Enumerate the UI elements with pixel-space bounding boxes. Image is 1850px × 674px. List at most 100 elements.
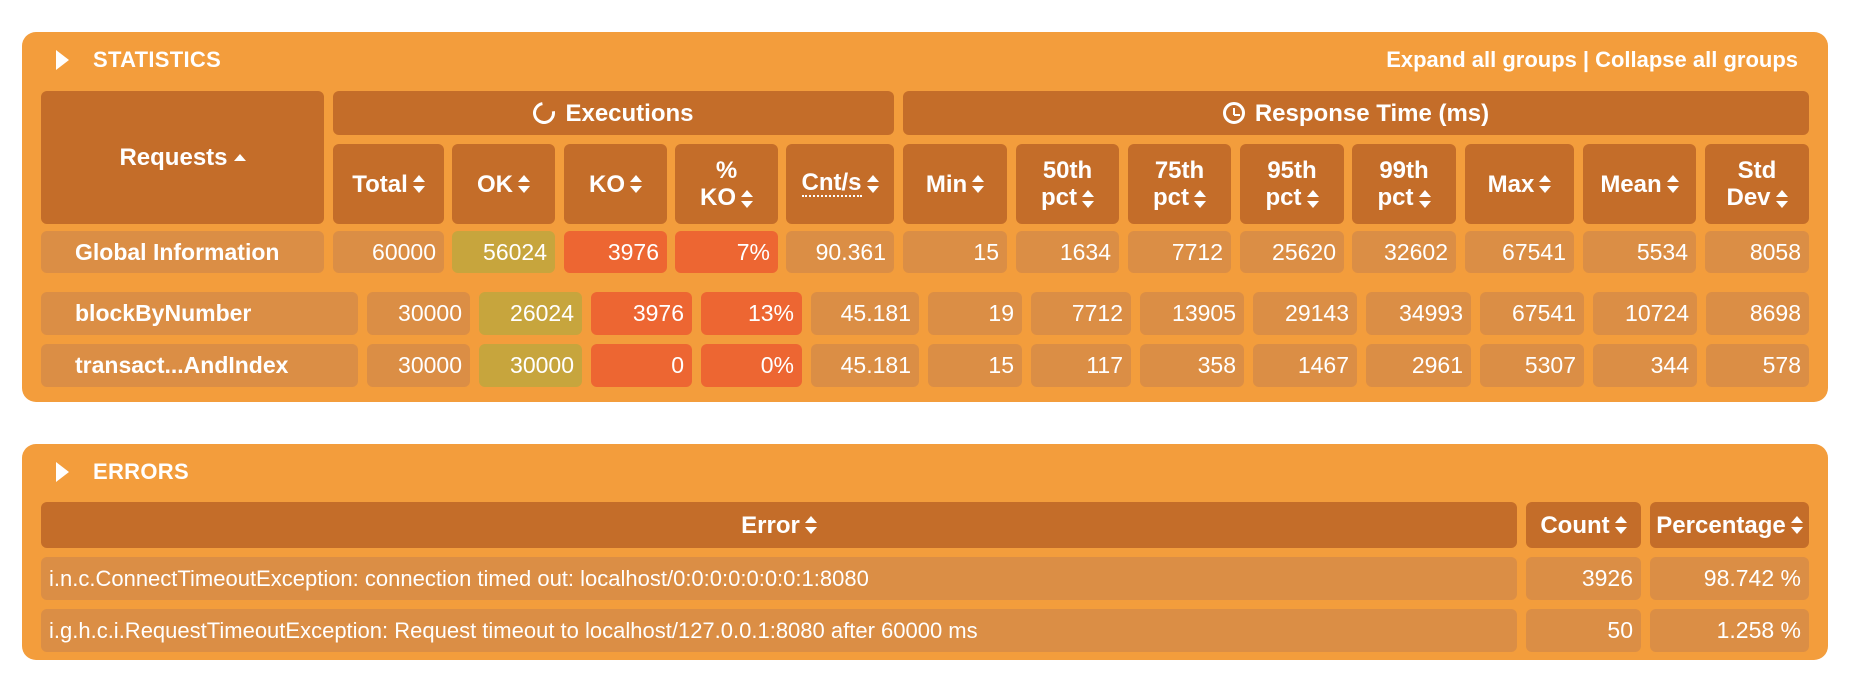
percentage-header-label: Percentage: [1656, 511, 1786, 539]
sort-arrows-icon: [804, 516, 817, 534]
p99-header-line1: 99th: [1379, 157, 1429, 184]
executions-header-label: Executions: [565, 99, 694, 127]
column-header-count[interactable]: Count: [1526, 502, 1641, 548]
column-header-percentage[interactable]: Percentage: [1650, 502, 1809, 548]
ko-header-label: KO: [589, 170, 625, 198]
column-header-p50[interactable]: 50th pct: [1016, 144, 1119, 224]
error-message: i.g.h.c.i.RequestTimeoutException: Reque…: [41, 609, 1517, 652]
column-header-p95[interactable]: 95th pct: [1240, 144, 1344, 224]
column-header-ok[interactable]: OK: [452, 144, 555, 224]
triangle-right-icon[interactable]: [56, 50, 69, 70]
cell-p99: 2961: [1366, 344, 1471, 387]
max-header-label: Max: [1487, 170, 1535, 198]
cell-total: 60000: [333, 231, 444, 273]
column-header-total[interactable]: Total: [333, 144, 444, 224]
cell-ok: 26024: [479, 292, 582, 335]
cell-min: 15: [903, 231, 1007, 273]
links-separator: |: [1582, 47, 1590, 72]
error-header-label: Error: [741, 511, 800, 539]
requests-header[interactable]: Requests: [41, 91, 324, 224]
column-header-std-dev[interactable]: Std Dev: [1705, 144, 1809, 224]
sort-arrows-icon: [1418, 189, 1431, 208]
row-name: Global Information: [41, 231, 324, 273]
p95-header-line1: 95th: [1267, 157, 1317, 184]
sort-arrows-icon: [1539, 175, 1552, 193]
cell-p95: 1467: [1253, 344, 1357, 387]
cell-total: 30000: [367, 292, 470, 335]
cell-ko: 3976: [591, 292, 692, 335]
cell-min: 15: [928, 344, 1022, 387]
column-header-p75[interactable]: 75th pct: [1128, 144, 1231, 224]
cell-cnt-s: 45.181: [811, 292, 919, 335]
error-count: 50: [1526, 609, 1641, 652]
errors-title: ERRORS: [93, 459, 189, 484]
cell-std-dev: 578: [1706, 344, 1809, 387]
refresh-icon: [529, 97, 560, 129]
sort-arrows-icon: [1790, 516, 1803, 534]
response-time-header-label: Response Time (ms): [1254, 99, 1490, 127]
p99-header-line2: pct: [1377, 184, 1414, 211]
column-header-ko[interactable]: KO: [564, 144, 667, 224]
cell-max: 67541: [1480, 292, 1584, 335]
requests-header-label: Requests: [119, 144, 228, 171]
p95-header-line2: pct: [1265, 184, 1302, 211]
column-header-min[interactable]: Min: [903, 144, 1007, 224]
sort-up-icon: [233, 154, 246, 161]
sort-arrows-icon: [1082, 189, 1094, 208]
column-header-error[interactable]: Error: [41, 502, 1517, 548]
column-header-cnt-s[interactable]: Cnt/s: [786, 144, 894, 224]
cell-p75: 7712: [1128, 231, 1231, 273]
statistics-title: STATISTICS: [93, 47, 222, 72]
cell-ok: 56024: [452, 231, 555, 273]
column-header-max[interactable]: Max: [1465, 144, 1574, 224]
cell-mean: 344: [1593, 344, 1697, 387]
p75-header-line1: 75th: [1154, 157, 1205, 184]
error-count: 3926: [1526, 557, 1641, 600]
pct-ko-header-line1: %: [715, 157, 738, 184]
cell-total: 30000: [367, 344, 470, 387]
triangle-right-icon[interactable]: [56, 462, 69, 482]
sort-arrows-icon: [1306, 189, 1319, 208]
cell-std-dev: 8058: [1705, 231, 1809, 273]
p75-header-line2: pct: [1153, 184, 1189, 211]
group-controls: Expand all groups | Collapse all groups: [1386, 42, 1798, 78]
cell-p99: 32602: [1352, 231, 1456, 273]
cnt-s-header-label: Cnt/s: [801, 169, 862, 197]
cell-max: 5307: [1480, 344, 1584, 387]
statistics-toggle[interactable]: STATISTICS: [56, 42, 221, 78]
cell-p95: 25620: [1240, 231, 1344, 273]
mean-header-label: Mean: [1600, 170, 1662, 198]
sort-arrows-icon: [1614, 516, 1627, 534]
min-header-label: Min: [925, 170, 968, 198]
cell-min: 19: [928, 292, 1022, 335]
std-header-line2: Dev: [1726, 184, 1771, 211]
sort-arrows-icon: [972, 175, 985, 193]
cell-ko: 0: [591, 344, 692, 387]
statistics-panel: STATISTICS Expand all groups | Collapse …: [22, 32, 1828, 402]
p50-header-line1: 50th: [1042, 157, 1093, 184]
cell-pct-ko: 13%: [701, 292, 802, 335]
cell-cnt-s: 90.361: [786, 231, 894, 273]
column-header-pct-ko[interactable]: % KO: [675, 144, 778, 224]
expand-all-groups-link[interactable]: Expand all groups: [1386, 47, 1577, 72]
sort-arrows-icon: [1666, 175, 1679, 193]
cell-p50: 7712: [1031, 292, 1131, 335]
cell-cnt-s: 45.181: [811, 344, 919, 387]
cell-p50: 1634: [1016, 231, 1119, 273]
column-header-mean[interactable]: Mean: [1583, 144, 1696, 224]
total-header-label: Total: [352, 170, 408, 198]
errors-toggle[interactable]: ERRORS: [56, 454, 189, 490]
collapse-all-groups-link[interactable]: Collapse all groups: [1595, 47, 1798, 72]
row-name: blockByNumber: [41, 292, 358, 335]
cell-p50: 117: [1031, 344, 1131, 387]
sort-arrows-icon: [412, 175, 425, 193]
sort-arrows-icon: [866, 175, 879, 193]
row-name: transact...AndIndex: [41, 344, 358, 387]
cell-p75: 358: [1140, 344, 1244, 387]
ok-header-label: OK: [477, 170, 513, 198]
std-header-line1: Std: [1737, 157, 1777, 184]
column-header-p99[interactable]: 99th pct: [1352, 144, 1456, 224]
cell-ko: 3976: [564, 231, 667, 273]
errors-panel: ERRORS Error Count Percentage i.n.c.Conn…: [22, 444, 1828, 660]
cell-p95: 29143: [1253, 292, 1357, 335]
